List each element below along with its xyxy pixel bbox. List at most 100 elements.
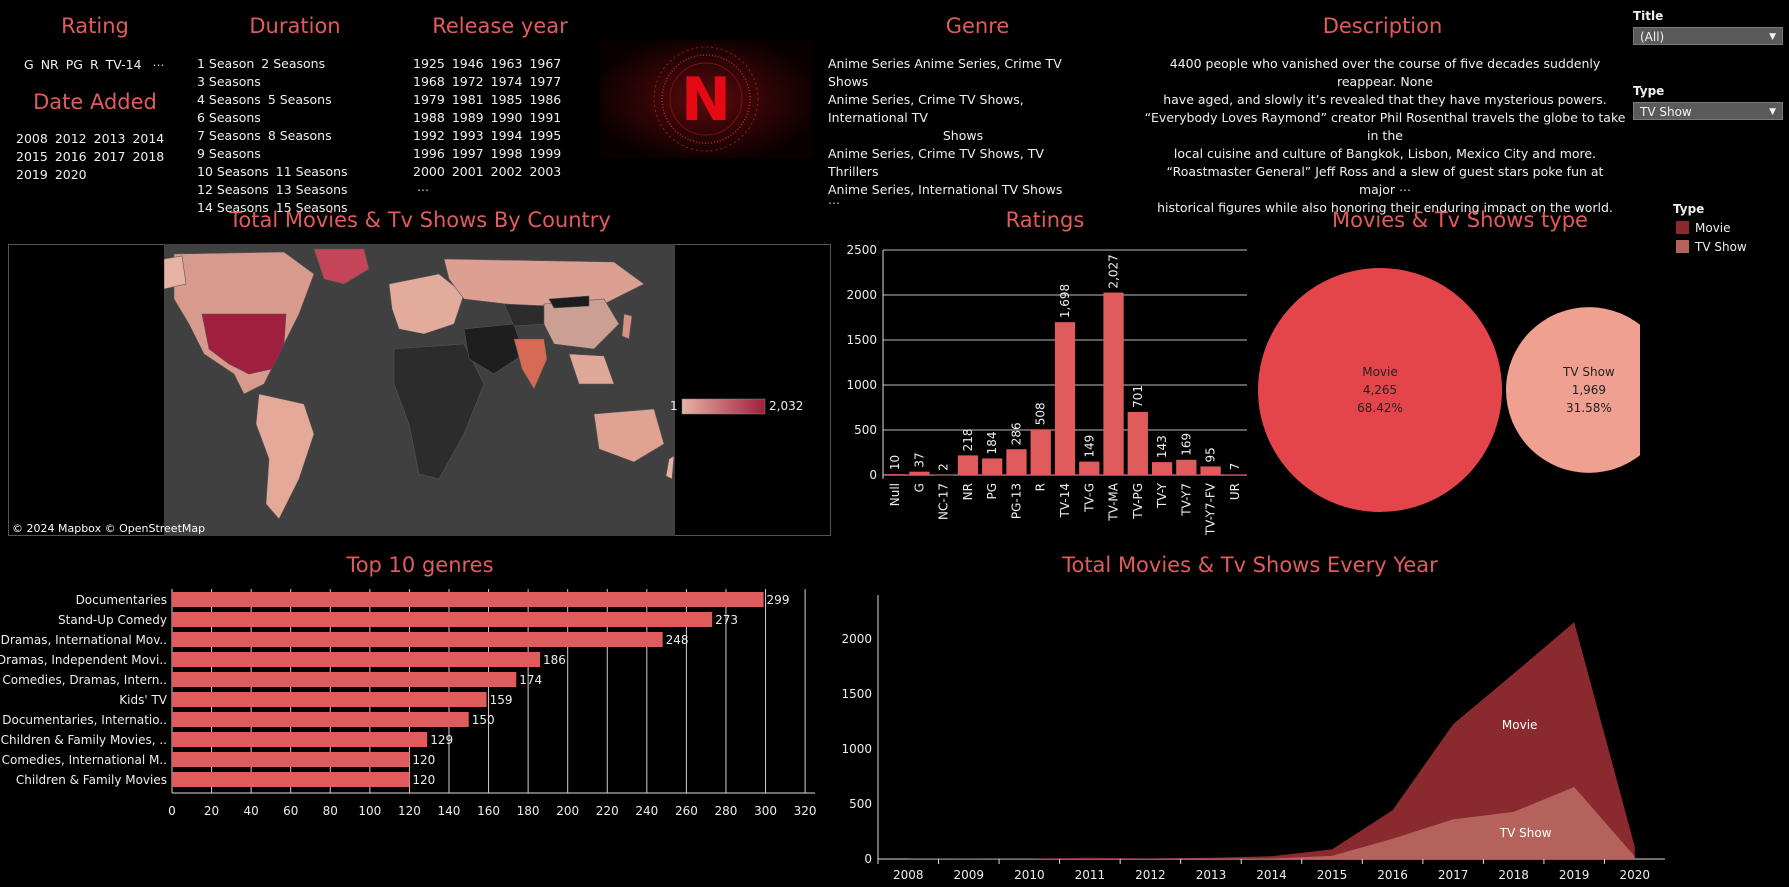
release-year-filter-item[interactable]: 2000 xyxy=(413,164,445,179)
release-year-filter-item[interactable]: 1992 xyxy=(413,128,445,143)
description-filter-item[interactable]: historical figures while also honoring t… xyxy=(1157,200,1613,215)
ratings-bar[interactable] xyxy=(982,458,1003,475)
region-india[interactable] xyxy=(513,338,548,390)
region-japan[interactable] xyxy=(621,313,633,340)
release-year-filter-item[interactable]: 1963 xyxy=(490,56,523,71)
region-greenland[interactable] xyxy=(313,248,370,285)
ratings-bar[interactable] xyxy=(1151,462,1173,475)
more-items-icon[interactable]: ⋯ xyxy=(1399,183,1412,197)
description-filter-item[interactable]: have aged, and slowly it’s revealed that… xyxy=(1163,92,1607,107)
region-south-america[interactable] xyxy=(255,393,315,520)
yearly-area-movie[interactable] xyxy=(908,622,1635,859)
genres-bar[interactable] xyxy=(172,732,428,747)
genres-bar[interactable] xyxy=(172,592,764,607)
genre-filter-item[interactable]: Anime Series, International TV Shows xyxy=(828,182,1063,197)
duration-filter-item[interactable]: 13 Seasons xyxy=(275,182,348,197)
release-year-filter-item[interactable]: 1968 xyxy=(413,74,445,89)
genres-bar[interactable] xyxy=(172,672,517,687)
rating-filter-item[interactable]: PG xyxy=(65,57,83,72)
description-filter-item[interactable]: “Everybody Loves Raymond” creator Phil R… xyxy=(1144,110,1626,143)
ratings-bar[interactable] xyxy=(909,471,930,475)
genres-bar[interactable] xyxy=(172,752,410,767)
genres-bar[interactable] xyxy=(172,652,540,667)
genres-bar[interactable] xyxy=(172,692,487,707)
region-russia[interactable] xyxy=(443,258,645,307)
ratings-bar[interactable] xyxy=(933,474,954,476)
region-china[interactable] xyxy=(543,298,620,350)
genres-bar[interactable] xyxy=(172,772,410,787)
release-year-filter-item[interactable]: 1990 xyxy=(490,110,523,125)
legend-item-tv-show[interactable]: TV Show xyxy=(1676,240,1747,254)
duration-filter-item[interactable]: 2 Seasons xyxy=(261,56,326,71)
date-added-filter-item[interactable]: 2014 xyxy=(132,131,165,146)
release-year-filter-item[interactable]: 1993 xyxy=(451,128,484,143)
release-year-filter-item[interactable]: 2001 xyxy=(451,164,484,179)
release-year-filter-item[interactable]: 1977 xyxy=(529,74,562,89)
duration-filter-item[interactable]: 7 Seasons xyxy=(197,128,261,143)
type-chart[interactable]: Movie 4,265 68.42% TV Show 1,969 31.58% xyxy=(1250,260,1640,520)
ratings-bar[interactable] xyxy=(1224,474,1245,475)
date-added-filter-item[interactable]: 2008 xyxy=(16,131,48,146)
type-bubble-tv-show[interactable] xyxy=(1506,307,1640,473)
genre-filter-item[interactable]: Anime Series, Crime TV Shows, Internatio… xyxy=(828,92,1024,125)
genres-bar[interactable] xyxy=(172,632,663,647)
country-map[interactable] xyxy=(164,244,675,536)
ratings-bar[interactable] xyxy=(1103,292,1124,475)
ratings-bar[interactable] xyxy=(885,474,906,475)
more-items-icon[interactable]: ⋯ xyxy=(828,196,840,210)
region-southeast-asia[interactable] xyxy=(568,353,615,385)
release-year-filter-item[interactable]: 1995 xyxy=(529,128,562,143)
date-added-filter-item[interactable]: 2020 xyxy=(54,167,87,182)
rating-filter-item[interactable]: G xyxy=(24,57,34,72)
region-mongolia[interactable] xyxy=(548,295,590,309)
ratings-bar[interactable] xyxy=(1200,466,1221,475)
release-year-filter-item[interactable]: 1981 xyxy=(451,92,484,107)
release-year-filter-item[interactable]: 1999 xyxy=(529,146,562,161)
genre-filter-item[interactable]: Shows xyxy=(942,128,984,143)
release-year-filter-item[interactable]: 1988 xyxy=(413,110,445,125)
release-year-filter-item[interactable]: 1989 xyxy=(451,110,484,125)
duration-filter-item[interactable]: 1 Season xyxy=(197,56,255,71)
release-year-filter-item[interactable]: 1925 xyxy=(413,56,445,71)
title-dropdown[interactable]: (All) ▼ xyxy=(1633,27,1783,45)
type-bubble-movie[interactable] xyxy=(1258,268,1502,512)
ratings-bar[interactable] xyxy=(1030,429,1051,475)
date-added-filter-item[interactable]: 2015 xyxy=(16,149,48,164)
duration-filter-item[interactable]: 10 Seasons xyxy=(197,164,269,179)
release-year-filter-item[interactable]: 1986 xyxy=(529,92,562,107)
release-year-filter-item[interactable]: 1967 xyxy=(529,56,562,71)
region-europe[interactable] xyxy=(388,273,465,335)
duration-filter-item[interactable]: 4 Seasons xyxy=(197,92,261,107)
date-added-filter-item[interactable]: 2019 xyxy=(16,167,48,182)
region-australia[interactable] xyxy=(593,408,665,463)
release-year-filter-item[interactable]: 1979 xyxy=(413,92,445,107)
release-year-filter-item[interactable]: 1991 xyxy=(529,110,562,125)
genre-filter-item[interactable]: Anime Series, Crime TV Shows, TV Thrille… xyxy=(828,146,1044,179)
region-alaska[interactable] xyxy=(164,255,187,290)
ratings-bar[interactable] xyxy=(1176,459,1197,475)
date-added-filter-item[interactable]: 2017 xyxy=(93,149,126,164)
date-added-filter-item[interactable]: 2012 xyxy=(54,131,87,146)
ratings-bar[interactable] xyxy=(1127,411,1148,475)
release-year-filter-item[interactable]: 1974 xyxy=(490,74,523,89)
rating-filter-item[interactable]: NR xyxy=(40,57,59,72)
type-dropdown[interactable]: TV Show ▼ xyxy=(1633,102,1783,120)
ratings-chart[interactable]: 0 500 1000 1500 2000 2500 10 Null 37 G 2 NC-17 218 NR… xyxy=(835,240,1255,540)
release-year-filter-item[interactable]: 1994 xyxy=(490,128,523,143)
date-added-filter-item[interactable]: 2018 xyxy=(132,149,165,164)
date-added-filter-item[interactable]: 2016 xyxy=(54,149,87,164)
ratings-bar[interactable] xyxy=(957,455,979,475)
release-year-filter-item[interactable]: 1985 xyxy=(490,92,523,107)
yearly-chart[interactable]: 0 500 1000 1500 2000 2008 2009 2010 2011 2012 2013… xyxy=(835,585,1675,885)
more-items-icon[interactable]: ⋯ xyxy=(417,183,429,197)
duration-filter-item[interactable]: 6 Seasons xyxy=(197,110,261,125)
rating-filter-item[interactable]: R xyxy=(89,57,99,72)
description-filter-item[interactable]: local cuisine and culture of Bangkok, Li… xyxy=(1173,146,1597,161)
region-usa[interactable] xyxy=(201,313,287,375)
release-year-filter-item[interactable]: 2003 xyxy=(529,164,562,179)
release-year-filter-item[interactable]: 2002 xyxy=(490,164,523,179)
more-items-icon[interactable]: ⋯ xyxy=(152,58,165,72)
description-filter-item[interactable]: “Roastmaster General” Jeff Ross and a sl… xyxy=(1166,164,1604,197)
duration-filter-item[interactable]: 11 Seasons xyxy=(275,164,348,179)
legend-item-movie[interactable]: Movie xyxy=(1676,221,1731,235)
